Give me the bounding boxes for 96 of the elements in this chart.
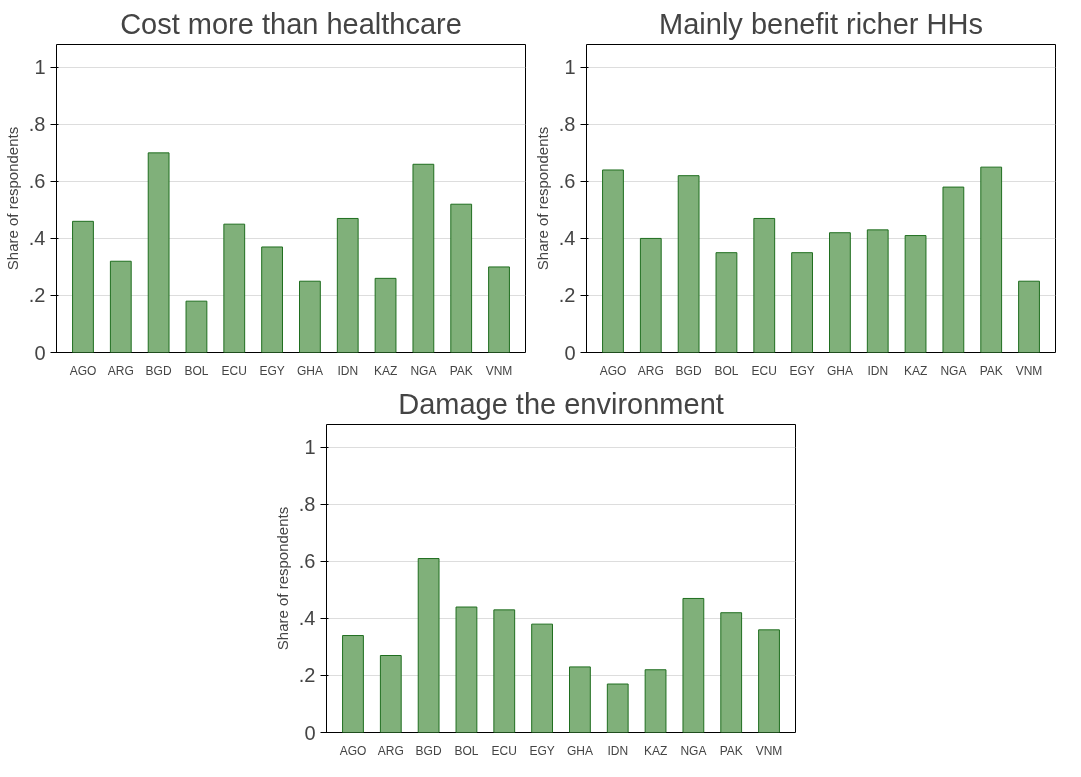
y-tick-label: .4 (558, 227, 576, 250)
x-tick-label: BGD (675, 363, 702, 378)
y-tick-label: 1 (564, 56, 576, 79)
x-tick-label: VNM (1015, 363, 1043, 378)
y-tick-label: 0 (304, 721, 316, 744)
x-tick-label: BGD (145, 363, 172, 378)
y-tick-label: .8 (28, 113, 46, 136)
y-axis-title: Share of respondents (273, 506, 291, 651)
x-tick-label: KAZ (903, 363, 928, 378)
chart-title: Mainly benefit richer HHs (659, 7, 983, 40)
x-tick-label: ECU (491, 743, 517, 758)
x-tick-label: EGY (259, 363, 285, 378)
y-tick-label: 0 (564, 341, 576, 364)
bar (644, 669, 667, 733)
x-tick-label: EGY (529, 743, 555, 758)
bar (417, 558, 440, 733)
bar (147, 152, 170, 353)
bar (715, 252, 738, 353)
x-tick-label: AGO (339, 743, 367, 758)
x-tick-label: IDN (337, 363, 359, 378)
bar (753, 217, 776, 353)
x-tick-label: NGA (410, 363, 437, 378)
bar (374, 277, 397, 353)
bar (791, 252, 813, 353)
bar (531, 623, 553, 733)
bar (758, 629, 780, 733)
bar (299, 280, 321, 353)
bar (223, 223, 246, 353)
bar (379, 655, 402, 733)
x-tick-label: NGA (940, 363, 967, 378)
x-tick-label: KAZ (373, 363, 398, 378)
x-tick-label: ECU (221, 363, 247, 378)
y-tick-label: .8 (558, 113, 576, 136)
x-tick-label: GHA (296, 363, 323, 378)
y-tick-label: .6 (558, 170, 576, 193)
x-tick-label: GHA (826, 363, 853, 378)
x-tick-label: PAK (719, 743, 743, 758)
y-tick-label: .2 (298, 664, 316, 687)
bar (109, 260, 132, 353)
x-tick-label: EGY (789, 363, 815, 378)
y-tick-label: .2 (558, 284, 576, 307)
x-tick-label: IDN (867, 363, 889, 378)
bar (677, 175, 700, 353)
bar (602, 169, 624, 353)
bar (342, 635, 364, 733)
x-tick-label: AGO (69, 363, 97, 378)
y-tick-label: .6 (28, 170, 46, 193)
x-tick-label: IDN (607, 743, 629, 758)
x-tick-label: PAK (449, 363, 473, 378)
y-tick-label: 1 (34, 56, 46, 79)
x-tick-label: PAK (979, 363, 1003, 378)
y-tick-label: .8 (298, 493, 316, 516)
bar (72, 220, 94, 353)
bar (1018, 280, 1040, 353)
x-tick-label: VNM (755, 743, 783, 758)
x-tick-label: BOL (454, 743, 479, 758)
bar (185, 300, 208, 353)
bar (866, 229, 889, 353)
y-tick-label: .4 (28, 227, 46, 250)
y-tick-label: 0 (34, 341, 46, 364)
y-tick-label: .4 (298, 607, 316, 630)
x-tick-label: BOL (714, 363, 739, 378)
bar (336, 217, 359, 353)
x-tick-label: AGO (599, 363, 627, 378)
bar (412, 163, 435, 353)
bar (682, 597, 705, 733)
y-tick-label: .6 (298, 550, 316, 573)
chart-title: Damage the environment (398, 387, 724, 420)
x-tick-label: ARG (107, 363, 134, 378)
x-tick-label: ARG (377, 743, 404, 758)
x-tick-label: ARG (637, 363, 664, 378)
x-tick-label: BOL (184, 363, 209, 378)
x-tick-label: NGA (680, 743, 707, 758)
x-tick-label: GHA (566, 743, 593, 758)
bar (493, 609, 516, 733)
bar (904, 235, 927, 353)
x-tick-label: ECU (751, 363, 777, 378)
bar (980, 166, 1003, 353)
bar (488, 266, 510, 353)
bar (450, 203, 473, 353)
x-tick-label: VNM (485, 363, 513, 378)
bar (720, 612, 743, 733)
bar (606, 683, 629, 733)
bar (829, 232, 851, 353)
y-axis-title: Share of respondents (3, 126, 21, 271)
bar (569, 666, 591, 733)
bar (639, 237, 662, 353)
bar (942, 186, 965, 353)
y-tick-label: 1 (304, 436, 316, 459)
bar (455, 606, 478, 733)
chart-title: Cost more than healthcare (120, 7, 462, 40)
x-tick-label: BGD (415, 743, 442, 758)
y-axis-title: Share of respondents (533, 126, 551, 271)
x-tick-label: KAZ (643, 743, 668, 758)
bar (261, 246, 283, 353)
y-tick-label: .2 (28, 284, 46, 307)
